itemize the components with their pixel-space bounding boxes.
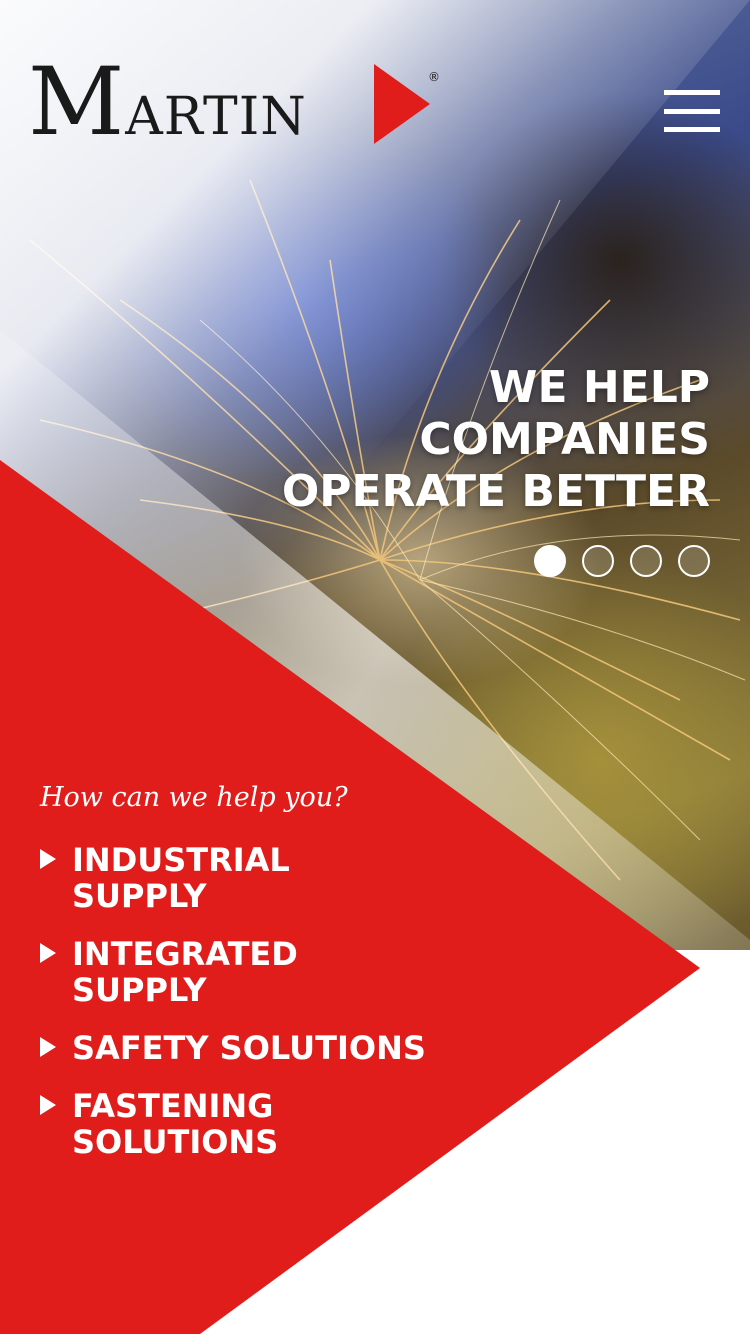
slider-dot-3[interactable] (630, 545, 662, 577)
logo-rest: ARTIN (125, 87, 307, 147)
help-link-safety-solutions[interactable]: SAFETY SOLUTIONS (40, 1030, 426, 1066)
help-link-label: SAFETY SOLUTIONS (72, 1029, 426, 1067)
logo-wordmark: MARTIN (28, 56, 307, 150)
help-link-fastening-solutions[interactable]: FASTENING SOLUTIONS (40, 1088, 426, 1160)
help-link-label: FASTENING SOLUTIONS (72, 1087, 279, 1161)
menu-bar-bottom (664, 127, 720, 132)
menu-bar-middle (664, 108, 720, 114)
hero-headline: WE HELP COMPANIES OPERATE BETTER (210, 362, 710, 518)
help-link-integrated-supply[interactable]: INTEGRATED SUPPLY (40, 936, 426, 1008)
play-arrow-icon (40, 1037, 56, 1057)
martin-logo[interactable]: MARTIN ® (28, 56, 440, 156)
registered-mark: ® (428, 70, 440, 84)
hero-headline-line-2: COMPANIES (419, 414, 710, 465)
slider-dot-4[interactable] (678, 545, 710, 577)
hamburger-menu-icon[interactable] (664, 90, 720, 132)
logo-arrow-icon (374, 64, 430, 144)
slider-pagination (534, 545, 710, 577)
play-arrow-icon (40, 1095, 56, 1115)
slider-dot-1[interactable] (534, 545, 566, 577)
hero-headline-line-3: OPERATE BETTER (281, 466, 710, 517)
play-arrow-icon (40, 849, 56, 869)
logo-initial: M (28, 48, 126, 157)
help-link-industrial-supply[interactable]: INDUSTRIAL SUPPLY (40, 842, 426, 914)
play-arrow-icon (40, 943, 56, 963)
help-link-label: INTEGRATED SUPPLY (72, 935, 298, 1009)
slider-dot-2[interactable] (582, 545, 614, 577)
help-links-list: INDUSTRIAL SUPPLY INTEGRATED SUPPLY SAFE… (40, 842, 426, 1182)
help-link-label: INDUSTRIAL SUPPLY (72, 841, 290, 915)
hero-headline-line-1: WE HELP (488, 362, 710, 413)
help-question: How can we help you? (40, 782, 348, 813)
menu-bar-top (664, 90, 720, 95)
